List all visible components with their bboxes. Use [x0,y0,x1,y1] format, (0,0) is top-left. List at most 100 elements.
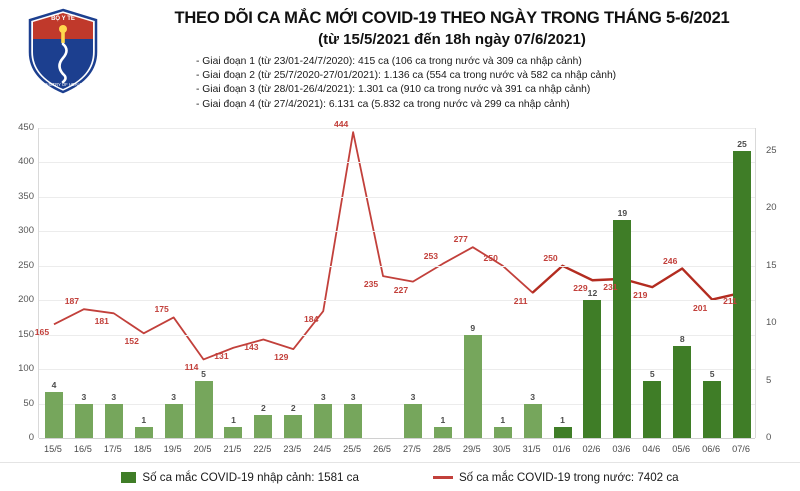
line-value-label: 175 [154,304,169,315]
x-axis-tick: 16/5 [73,444,92,454]
bar-value-label: 3 [111,391,117,402]
x-axis-tick: 18/5 [133,444,152,454]
y-axis-left-tick: 300 [18,225,34,237]
line-value-label: 250 [543,252,558,263]
x-axis: 15/5 16/5 17/5 18/5 19/5 20/5 21/5 22/5 23/5 24/5… [38,438,756,462]
line-value-label: 227 [393,284,409,295]
bar-value-label: 3 [171,391,177,402]
y-axis-left-tick: 50 [23,397,34,409]
x-axis-tick: 07/6 [732,444,750,454]
bar-18-5[interactable] [134,426,153,438]
bar-30-5[interactable] [493,426,512,438]
bar-01-6[interactable] [553,426,572,438]
bar-05-6[interactable] [673,346,692,438]
line-value-label: 211 [723,295,737,306]
gridline [39,196,755,198]
bar-value-label: 9 [470,322,476,333]
bar-23-5[interactable] [284,415,303,438]
bar-value-label: 19 [617,207,628,218]
line-value-label: 131 [214,350,229,361]
y-axis-left-tick: 100 [18,363,34,375]
y-axis-left-tick: 0 [28,432,34,443]
y-axis-right-tick: 0 [766,432,772,443]
gridline [39,334,755,336]
line-value-label: 184 [304,314,319,325]
y-axis-left: 0 50 100 150 200 250 300 350 400 450 [2,123,36,443]
line-value-label: 114 [184,362,199,373]
legend-item-imported[interactable]: Số ca mắc COVID-19 nhập cảnh: 1581 ca [121,471,359,484]
x-axis-tick: 23/5 [283,444,302,454]
legend-line-swatch-icon [432,475,453,479]
line-value-label: 165 [34,327,50,338]
ministry-of-health-logo-icon: BỘ Y TẾ MINISTRY OF HEALTH [28,8,98,94]
legend-label-domestic: Số ca mắc COVID-19 trong nước: 7402 ca [458,470,679,484]
bar-15-5[interactable] [44,392,63,438]
bar-value-label: 3 [81,391,87,402]
bar-27-5[interactable] [403,403,422,438]
gridline [39,231,755,233]
bar-value-label: 5 [649,368,655,379]
bar-value-label: 2 [290,403,296,414]
gridline [39,369,755,371]
bar-19-5[interactable] [164,403,183,438]
bar-28-5[interactable] [433,426,452,438]
line-value-label: 187 [64,296,80,307]
y-axis-right-tick: 5 [766,374,772,386]
bar-20-5[interactable] [194,380,213,438]
y-axis-left-tick: 350 [18,190,34,202]
x-axis-tick: 28/5 [432,444,451,454]
bar-value-label: 1 [440,414,446,425]
bar-21-5[interactable] [224,426,243,438]
svg-text:MINISTRY OF HEALTH: MINISTRY OF HEALTH [41,82,85,87]
x-axis-tick: 21/5 [223,444,242,454]
x-axis-tick: 06/6 [702,444,721,454]
legend-label-imported: Số ca mắc COVID-19 nhập cảnh: 1581 ca [142,470,359,484]
phase-line-4: - Giai đoạn 4 (từ 27/4/2021): 6.131 ca (… [196,98,570,110]
x-axis-tick: 03/6 [612,444,631,454]
bar-29-5[interactable] [463,334,482,438]
chart-title: THEO DÕI CA MẮC MỚI COVID-19 THEO NGÀY T… [174,9,730,27]
x-axis-tick: 04/6 [642,444,661,454]
bar-31-5[interactable] [523,403,542,438]
chart-header: BỘ Y TẾ MINISTRY OF HEALTH THEO DÕI CA M… [0,0,800,128]
gridline [39,403,755,405]
y-axis-right-tick: 25 [766,144,777,156]
x-axis-tick: 02/6 [582,444,601,454]
bar-24-5[interactable] [314,403,333,438]
legend-item-domestic[interactable]: Số ca mắc COVID-19 trong nước: 7402 ca [432,470,679,484]
title-block: THEO DÕI CA MẮC MỚI COVID-19 THEO NGÀY T… [110,8,794,50]
y-axis-left-tick: 150 [18,328,34,340]
bar-25-5[interactable] [344,403,363,438]
x-axis-tick: 26/5 [373,444,391,454]
x-axis-tick: 29/5 [462,444,481,454]
bar-value-label: 1 [141,414,147,425]
x-axis-tick: 25/5 [343,444,362,454]
bar-04-6[interactable] [643,380,662,438]
bar-17-5[interactable] [104,403,123,438]
bar-16-5[interactable] [74,403,93,438]
bar-value-label: 4 [51,380,57,391]
bar-value-label: 3 [350,391,356,402]
bar-value-label: 3 [410,391,416,402]
chart-legend: Số ca mắc COVID-19 nhập cảnh: 1581 ca Số… [0,462,800,491]
x-axis-tick: 20/5 [193,444,212,454]
bar-06-6[interactable] [703,380,722,438]
y-axis-right-tick: 10 [766,317,777,329]
y-axis-left-tick: 200 [18,294,34,306]
line-value-label: 444 [333,119,349,130]
bar-22-5[interactable] [254,415,273,438]
bar-02-6[interactable] [583,300,602,438]
line-value-label: 201 [692,302,708,313]
bar-03-6[interactable] [613,219,632,438]
x-axis-tick: 01/6 [552,444,571,454]
y-axis-left-tick: 400 [18,156,34,168]
line-value-label: 235 [363,279,379,290]
gridline [39,300,755,302]
bar-value-label: 12 [587,288,598,299]
x-axis-tick: 24/5 [313,444,332,454]
bar-value-label: 25 [737,138,747,149]
bar-07-6[interactable] [733,150,752,438]
line-value-label: 231 [603,281,618,292]
legend-bar-swatch-icon [121,471,137,483]
